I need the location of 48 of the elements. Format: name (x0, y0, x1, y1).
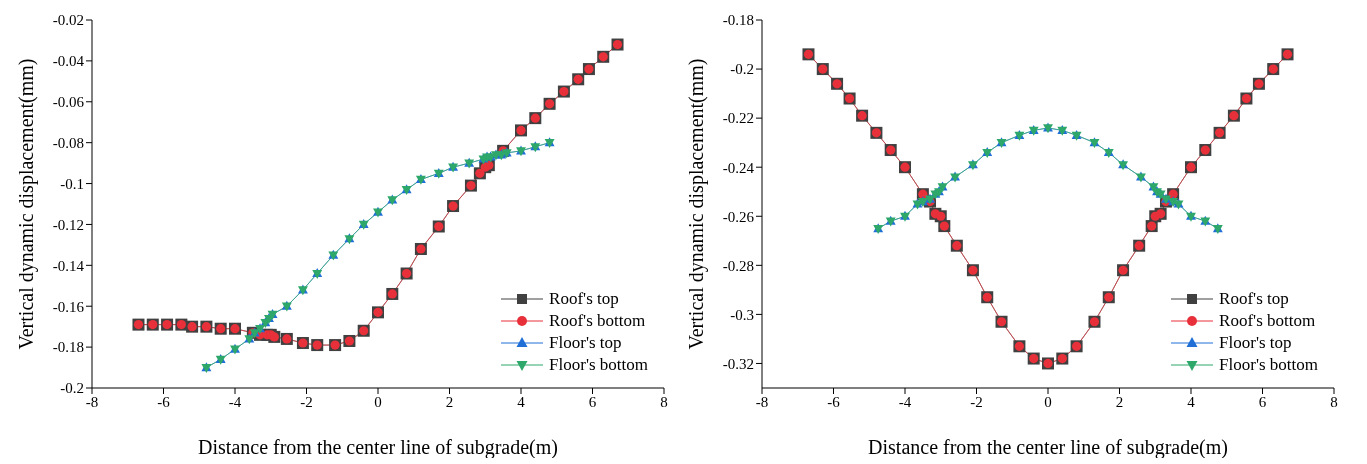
x-tick-label: 0 (1044, 393, 1052, 410)
x-axis-title: Distance from the center line of subgrade(m) (198, 436, 558, 460)
y-tick-label: -0.08 (52, 134, 84, 151)
y-tick-label: -0.1 (60, 175, 84, 192)
legend-label: Roof's top (1219, 289, 1289, 309)
y-tick-label: -0.06 (52, 94, 85, 111)
y-tick-label: -0.28 (722, 257, 754, 274)
y-tick-label: -0.3 (730, 306, 754, 323)
x-tick-label: -4 (228, 393, 242, 410)
y-tick-label: -0.12 (52, 216, 84, 233)
x-tick-label: -2 (300, 393, 313, 410)
x-tick-label: 8 (660, 393, 668, 410)
x-tick-label: -6 (157, 393, 171, 410)
y-axis-title: Vertical dynamic displacement(mm) (685, 58, 709, 350)
x-tick-label: 8 (1330, 393, 1338, 410)
x-tick-label: 4 (1187, 393, 1196, 410)
y-tick-label: -0.02 (52, 12, 84, 29)
x-tick-label: 6 (588, 393, 597, 410)
x-axis-title: Distance from the center line of subgrade(m) (868, 436, 1228, 460)
legend-label: Floor's bottom (549, 355, 648, 375)
y-tick-label: -0.14 (52, 257, 85, 274)
x-tick-label: 6 (1258, 393, 1267, 410)
x-tick-label: 2 (445, 393, 454, 410)
x-tick-label: -8 (755, 393, 769, 410)
x-tick-label: 0 (374, 393, 382, 410)
y-tick-label: -0.18 (722, 12, 754, 29)
y-tick-label: -0.04 (52, 53, 85, 70)
legend-label: Floor's top (549, 333, 622, 353)
y-tick-label: -0.26 (722, 208, 755, 225)
y-tick-label: -0.16 (52, 298, 85, 315)
x-tick-label: -2 (970, 393, 983, 410)
x-tick-label: -8 (85, 393, 99, 410)
x-tick-label: -4 (898, 393, 912, 410)
y-tick-label: -0.2 (60, 380, 84, 397)
legend-label: Roof's bottom (1219, 311, 1316, 331)
legend-label: Floor's top (1219, 333, 1292, 353)
y-tick-label: -0.18 (52, 339, 84, 356)
y-axis-title: Vertical dynamic displacement(mm) (15, 58, 39, 350)
y-tick-label: -0.24 (722, 159, 755, 176)
legend-label: Roof's top (549, 289, 619, 309)
x-tick-label: 2 (1115, 393, 1124, 410)
y-tick-label: -0.2 (730, 61, 754, 78)
x-tick-label: 4 (517, 393, 526, 410)
x-tick-label: -6 (827, 393, 841, 410)
legend-label: Floor's bottom (1219, 355, 1318, 375)
legend-label: Roof's bottom (549, 311, 646, 331)
y-tick-label: -0.32 (722, 355, 754, 372)
y-tick-label: -0.22 (722, 110, 754, 127)
